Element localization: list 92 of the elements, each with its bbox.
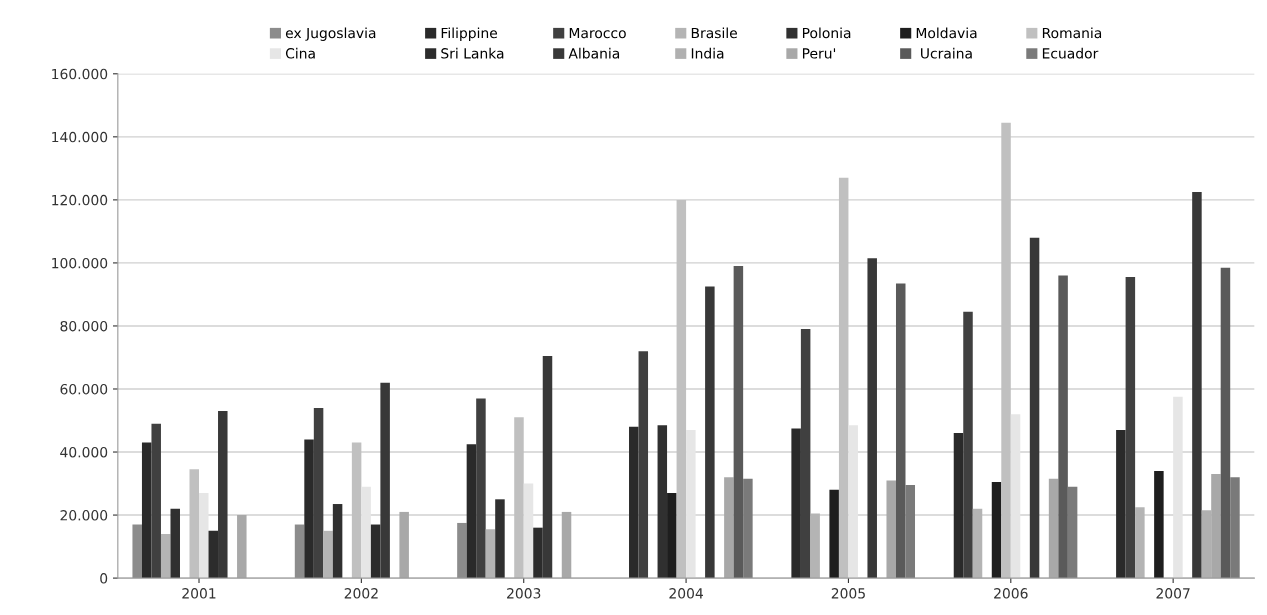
bar <box>1058 275 1068 579</box>
bar <box>1001 122 1011 579</box>
bar <box>399 511 409 579</box>
bar <box>838 177 849 579</box>
bar <box>963 311 973 579</box>
bar <box>1220 267 1231 579</box>
bar <box>705 286 715 579</box>
bar <box>848 425 858 579</box>
bar <box>743 478 753 579</box>
bar <box>304 439 314 579</box>
bar <box>972 508 983 579</box>
x-tick-label: 2005 <box>831 588 865 599</box>
bar <box>189 469 200 579</box>
bar <box>1125 277 1136 579</box>
bar <box>686 429 696 579</box>
y-tick-label: 160.000 <box>52 68 108 80</box>
y-tick-label: 100.000 <box>52 257 108 269</box>
bar <box>1010 414 1021 579</box>
bar <box>523 483 534 579</box>
bar <box>561 511 572 579</box>
legend-label: Peru' <box>802 48 836 59</box>
bar <box>1029 237 1040 579</box>
y-tick-label: 60.000 <box>60 383 108 395</box>
x-tick-label: 2001 <box>182 588 216 599</box>
y-tick-label: 40.000 <box>60 446 108 458</box>
y-tick-label: 80.000 <box>60 320 108 332</box>
bar <box>886 480 896 579</box>
legend-label: Brasile <box>691 27 737 39</box>
legend-label: Polonia <box>802 27 851 39</box>
y-tick-label: 20.000 <box>60 510 108 521</box>
bar <box>829 489 839 579</box>
bar <box>638 351 649 579</box>
legend-label: Sri Lanka <box>441 47 504 59</box>
legend-label: Romania <box>1042 27 1102 39</box>
x-tick-label: 2006 <box>994 588 1028 599</box>
bar <box>1067 486 1078 579</box>
bar <box>1154 470 1164 579</box>
bar <box>160 533 171 579</box>
bar <box>676 199 687 579</box>
bar <box>724 477 734 579</box>
bar <box>905 485 915 579</box>
bar <box>141 442 152 579</box>
bar <box>313 407 324 579</box>
bar <box>457 522 467 579</box>
legend-label: Moldavia <box>916 27 977 39</box>
bar <box>1135 507 1145 579</box>
bar <box>629 426 639 579</box>
bar <box>1048 478 1059 579</box>
bar <box>151 423 161 579</box>
bar <box>132 524 142 579</box>
legend-label: ex Jugoslavia <box>285 27 376 41</box>
bar <box>237 515 247 579</box>
legend-label: Marocco <box>569 27 626 39</box>
bar <box>332 504 343 579</box>
bar <box>495 499 505 579</box>
legend-label: India <box>691 47 724 59</box>
y-tick-label: 140.000 <box>52 131 108 143</box>
bar <box>867 258 877 579</box>
bar <box>351 442 362 579</box>
legend-label: Albania <box>568 47 620 59</box>
bar <box>791 428 801 579</box>
legend-label: Cina <box>285 47 315 59</box>
bar <box>1116 429 1126 579</box>
bar <box>991 481 1002 579</box>
bar <box>323 530 333 579</box>
bar <box>485 529 496 579</box>
x-tick-label: 2002 <box>344 588 378 599</box>
legend-label: Filippine <box>441 27 498 41</box>
bar <box>1173 396 1183 579</box>
legend-label: Ecuador <box>1042 47 1099 59</box>
bar <box>895 283 906 579</box>
bar <box>294 524 305 579</box>
x-tick-label: 2003 <box>507 588 541 599</box>
bar <box>657 425 668 579</box>
x-tick-label: 2004 <box>669 588 703 599</box>
legend-label: Ucraina <box>921 47 972 59</box>
x-tick-label: 2007 <box>1156 588 1190 599</box>
bar <box>953 433 964 579</box>
y-tick-label: 0 <box>100 573 108 584</box>
bar <box>1192 192 1202 579</box>
bar <box>361 486 371 579</box>
bar <box>514 417 524 579</box>
bar <box>667 493 677 579</box>
bar <box>733 266 744 579</box>
bar <box>810 513 820 579</box>
bar <box>1230 477 1240 579</box>
bar <box>466 444 477 579</box>
bar <box>800 329 811 579</box>
bar <box>170 508 180 579</box>
bar <box>476 398 486 579</box>
y-tick-label: 120.000 <box>52 194 108 206</box>
bar <box>199 493 209 579</box>
